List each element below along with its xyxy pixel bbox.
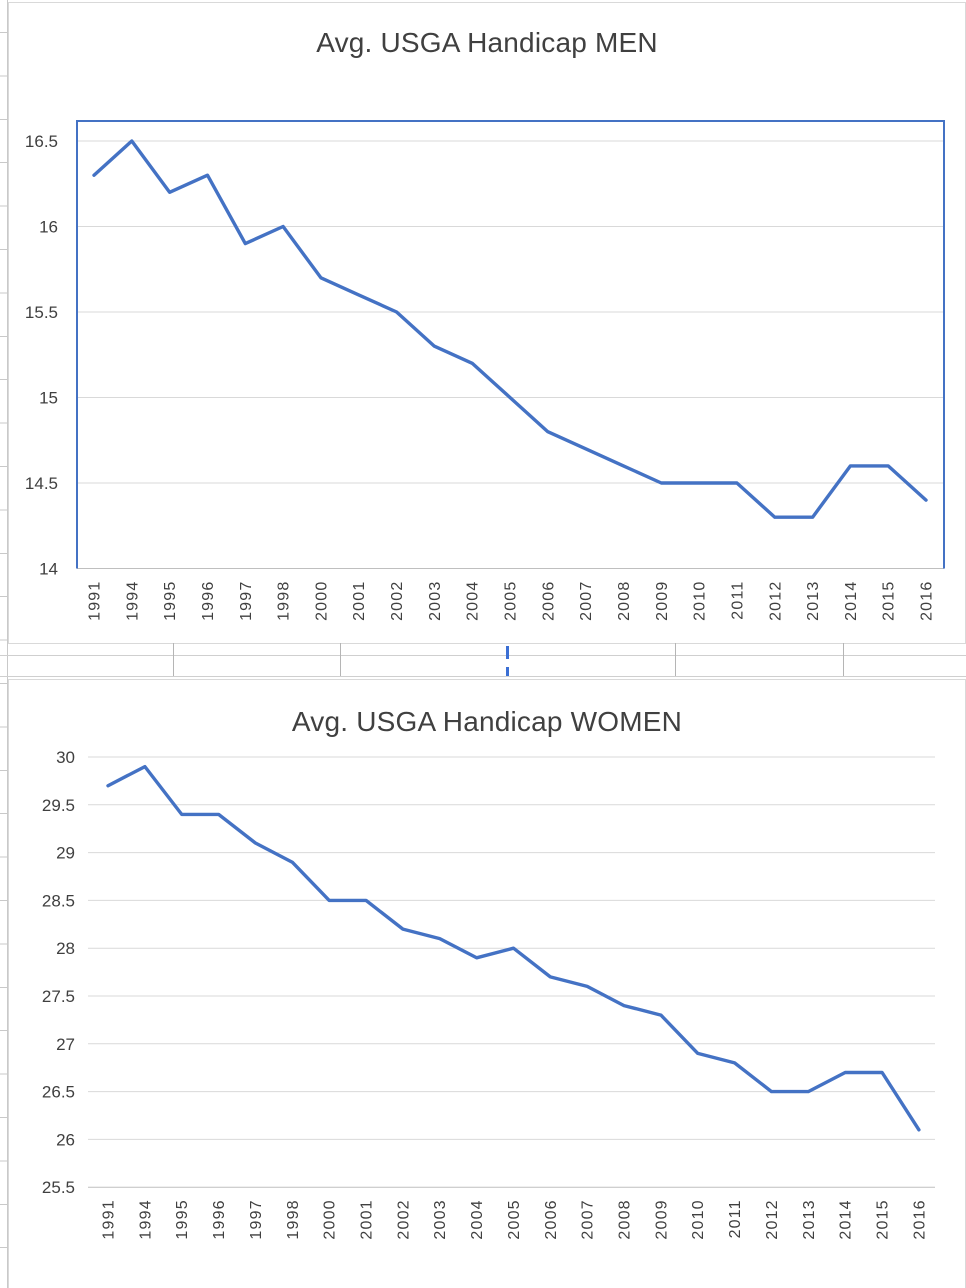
x-tick-label: 2003 <box>432 1199 449 1239</box>
x-tick-label: 2016 <box>919 581 936 621</box>
x-tick-label: 2007 <box>580 1199 597 1239</box>
spreadsheet-column-line <box>340 643 341 676</box>
chart-title-women: Avg. USGA Handicap WOMEN <box>291 706 683 737</box>
x-tick-label: 2003 <box>427 581 444 621</box>
x-tick-label: 2010 <box>690 1199 707 1239</box>
x-tick-label: 1995 <box>162 581 179 621</box>
x-tick-label: 2005 <box>506 1199 523 1239</box>
x-tick-label: 2012 <box>764 1199 781 1239</box>
women-chart-plot: 30 29.5 29 28.5 28 27.5 27 26.5 26 25.5 1991 1994 19… <box>42 748 935 1240</box>
x-tick-label: 2015 <box>881 581 898 621</box>
x-tick-label: 1998 <box>285 1199 302 1239</box>
x-tick-label: 2004 <box>469 1199 486 1239</box>
x-tick-label: 2007 <box>578 581 595 621</box>
y-tick-label: 30 <box>56 748 75 767</box>
x-tick-label: 2012 <box>767 581 784 621</box>
cell-cursor-dashed-line <box>506 646 509 676</box>
x-tick-label: 2000 <box>322 1199 339 1239</box>
x-tick-label: 2013 <box>801 1199 818 1239</box>
y-tick-label: 14.5 <box>25 474 58 493</box>
x-tick-label: 1996 <box>200 581 217 621</box>
x-tick-label: 2013 <box>805 581 822 621</box>
series-line <box>92 139 928 519</box>
men-handicap-chart[interactable]: Avg. USGA Handicap MEN 16.5 16 15.5 15 14.5 1… <box>8 2 966 644</box>
x-tick-label: 2004 <box>465 581 482 621</box>
y-tick-label: 14 <box>39 559 58 578</box>
x-tick-label: 2002 <box>395 1199 412 1239</box>
y-tick-label: 27.5 <box>42 987 75 1006</box>
x-tick-label: 2008 <box>616 581 633 621</box>
x-tick-label: 2006 <box>540 581 557 621</box>
spreadsheet-row-line <box>0 655 966 656</box>
y-tick-label: 16 <box>39 217 58 236</box>
plot-area-border <box>76 120 945 569</box>
x-tick-label: 2016 <box>911 1199 928 1239</box>
women-handicap-chart[interactable]: Avg. USGA Handicap WOMEN 30 29.5 29 28.5 28 2… <box>8 679 966 1288</box>
x-tick-label: 2014 <box>838 1199 855 1239</box>
x-tick-label: 2002 <box>389 581 406 621</box>
spreadsheet-row-gridlines <box>0 0 8 1288</box>
x-tick-label: 2010 <box>692 581 709 621</box>
x-tick-label: 1994 <box>137 1199 154 1239</box>
series-line <box>106 764 921 1132</box>
chart-title-men: Avg. USGA Handicap MEN <box>316 27 658 58</box>
spreadsheet-column-line <box>843 643 844 676</box>
x-tick-label: 2005 <box>503 581 520 621</box>
x-tick-label: 1998 <box>276 581 293 621</box>
spreadsheet-row-line <box>0 676 966 677</box>
x-tick-label: 2001 <box>359 1199 376 1239</box>
x-tick-label: 1995 <box>174 1199 191 1239</box>
x-tick-label: 2006 <box>543 1199 560 1239</box>
y-tick-label: 15.5 <box>25 303 58 322</box>
x-tick-label: 1997 <box>238 581 255 621</box>
y-tick-label: 26 <box>56 1130 75 1149</box>
x-tick-label: 1997 <box>248 1199 265 1239</box>
y-tick-label: 29 <box>56 844 75 863</box>
y-tick-label: 25.5 <box>42 1178 75 1197</box>
x-tick-label: 2011 <box>729 581 746 620</box>
y-tick-label: 29.5 <box>42 796 75 815</box>
y-tick-label: 26.5 <box>42 1083 75 1102</box>
y-tick-label: 16.5 <box>25 132 58 151</box>
x-tick-label: 2009 <box>653 1199 670 1239</box>
x-tick-label: 2001 <box>351 581 368 621</box>
x-tick-label: 2008 <box>617 1199 634 1239</box>
y-tick-label: 15 <box>39 388 58 407</box>
spreadsheet-column-line <box>173 643 174 676</box>
x-tick-label: 2011 <box>727 1199 744 1238</box>
x-tick-label: 1996 <box>211 1199 228 1239</box>
x-tick-label: 2015 <box>875 1199 892 1239</box>
y-tick-label: 28 <box>56 939 75 958</box>
spreadsheet-column-line <box>675 643 676 676</box>
x-tick-label: 2009 <box>654 581 671 621</box>
men-chart-plot: 16.5 16 15.5 15 14.5 14 1991 1994 1995 1996 1997 19… <box>25 120 945 621</box>
x-tick-label: 1991 <box>101 1199 118 1239</box>
x-tick-label: 1994 <box>124 581 141 621</box>
y-tick-label: 28.5 <box>42 891 75 910</box>
x-tick-label: 2000 <box>313 581 330 621</box>
x-tick-label: 2014 <box>843 581 860 621</box>
x-tick-label: 1991 <box>87 581 104 621</box>
y-tick-label: 27 <box>56 1035 75 1054</box>
